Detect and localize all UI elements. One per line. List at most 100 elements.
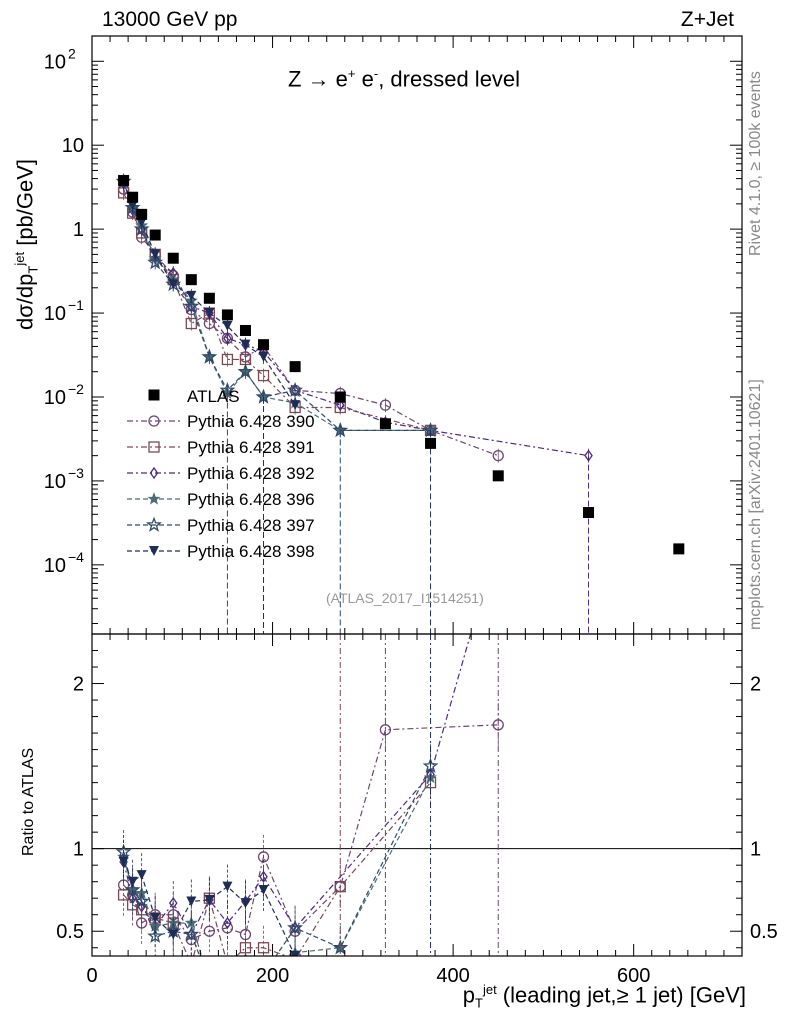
top-y-tick-label: 10	[44, 51, 66, 73]
process-title: Z → e+ e-, dressed level	[288, 66, 520, 92]
series-point-6	[168, 279, 179, 290]
top-y-tick-label: 10	[44, 303, 66, 325]
legend-label-1: Pythia 6.428 390	[187, 412, 315, 431]
ratio-point-5	[124, 881, 141, 897]
series-point-2	[257, 369, 270, 382]
ratio-point-4	[204, 975, 215, 986]
top-y-axis-label-sub: T	[25, 265, 41, 274]
ratio-point-4	[244, 954, 247, 956]
ratio-point-6	[258, 884, 269, 895]
series-point-5	[219, 381, 236, 398]
top-y-tick-exponent: −1	[68, 297, 84, 313]
ratio-y-tick-label-left: 1	[73, 839, 84, 861]
atlas-data-point	[185, 274, 197, 286]
atlas-data-point	[221, 309, 233, 321]
series-point-6	[150, 249, 161, 260]
legend-label-atlas: ATLAS	[187, 387, 240, 406]
ratio-point-6	[150, 913, 161, 924]
series-point-6	[222, 321, 233, 332]
legend-marker-3	[149, 466, 159, 480]
atlas-data-point	[425, 437, 437, 449]
atlas-data-point	[492, 470, 504, 482]
ratio-point-6	[127, 876, 138, 887]
ratio-point-6	[204, 894, 215, 905]
ratio-line-1	[123, 724, 499, 941]
series-point-6	[258, 351, 269, 362]
top-y-axis-label: dσ/dpTjet [pb/GeV]	[12, 159, 41, 330]
ratio-point-6	[240, 898, 251, 909]
x-axis-label-rest: (leading jet,≥ 1 jet) [GeV]	[496, 982, 746, 1008]
ratio-point-6	[186, 896, 197, 907]
atlas-data-point	[258, 339, 270, 351]
ratio-point-6	[136, 870, 147, 881]
x-tick-label: 200	[256, 965, 289, 987]
top-y-axis-label-sup: jet	[12, 251, 27, 266]
atlas-data-point	[118, 174, 130, 186]
ratio-panel-frame	[91, 633, 743, 957]
series-point-6	[240, 339, 251, 350]
analysis-tag: (ATLAS_2017_I1514251)	[326, 590, 484, 606]
ratio-y-tick-label-right: 1	[750, 839, 761, 861]
series-point-5	[147, 254, 164, 270]
ratio-point-6	[222, 881, 233, 892]
ratio-point-5	[183, 926, 200, 942]
legend-marker-1	[148, 415, 160, 427]
ratio-point-5	[115, 843, 132, 859]
x-tick-label: 400	[436, 965, 469, 987]
series-line-5	[123, 181, 431, 431]
series-line-2	[123, 192, 431, 431]
atlas-data-point	[334, 391, 346, 403]
top-panel-series-layer	[115, 173, 685, 634]
ratio-line-5	[123, 765, 432, 956]
ratio-point-4	[222, 988, 233, 999]
top-y-axis-label-main: dσ/dp	[12, 273, 38, 330]
top-y-tick-label: 10	[44, 555, 66, 577]
ratio-panel-series-layer	[92, 634, 742, 999]
x-axis-label-sup: jet	[482, 982, 497, 997]
series-point-1	[379, 399, 392, 411]
legend: ATLAS Pythia 6.428 390 Pythia 6.428 391 Pyt…	[127, 387, 315, 561]
header-right: Z+Jet	[680, 8, 734, 31]
series-point-6	[290, 400, 301, 411]
ratio-point-5	[133, 893, 150, 909]
legend-marker-6	[149, 546, 159, 556]
ratio-y-tick-label-left: 2	[73, 674, 84, 696]
series-point-3	[223, 332, 232, 345]
series-point-3	[335, 398, 345, 412]
top-y-tick-exponent: −2	[68, 381, 84, 397]
x-axis-label-p: p	[462, 982, 475, 1008]
ratio-point-5	[203, 974, 215, 986]
ratio-y-axis-label: Ratio to ATLAS	[20, 747, 37, 856]
ratio-point-6	[118, 856, 129, 867]
series-point-1	[492, 450, 504, 462]
legend-marker-5	[146, 516, 162, 532]
series-point-5	[237, 363, 254, 379]
process-title-mid: e	[355, 66, 374, 92]
legend-marker-4	[147, 492, 161, 505]
ratio-point-2	[222, 959, 232, 969]
legend-marker-atlas	[148, 389, 160, 401]
legend-label-4: Pythia 6.428 396	[187, 490, 315, 509]
ratio-y-tick-label-left: 0.5	[56, 921, 84, 943]
series-line-4	[123, 182, 431, 431]
top-y-tick-label: 10	[44, 387, 66, 409]
top-y-tick-exponent: 2	[68, 45, 76, 61]
atlas-data-point	[673, 543, 685, 555]
series-point-5	[133, 220, 150, 236]
x-axis-label-sub: T	[475, 995, 483, 1011]
atlas-data-point	[289, 361, 301, 373]
ratio-point-5	[332, 939, 349, 955]
legend-label-3: Pythia 6.428 392	[187, 464, 315, 483]
legend-label-6: Pythia 6.428 398	[187, 542, 315, 561]
atlas-data-point	[203, 292, 215, 304]
atlas-data-point	[149, 229, 161, 241]
process-title-tail: , dressed level	[378, 66, 521, 92]
ratio-y-tick-label-right: 2	[750, 674, 761, 696]
atlas-data-point	[583, 507, 595, 519]
atlas-data-point	[136, 208, 148, 220]
header-left: 13000 GeV pp	[102, 8, 238, 31]
process-title-main: Z → e	[288, 66, 348, 92]
atlas-data-point	[127, 191, 139, 203]
